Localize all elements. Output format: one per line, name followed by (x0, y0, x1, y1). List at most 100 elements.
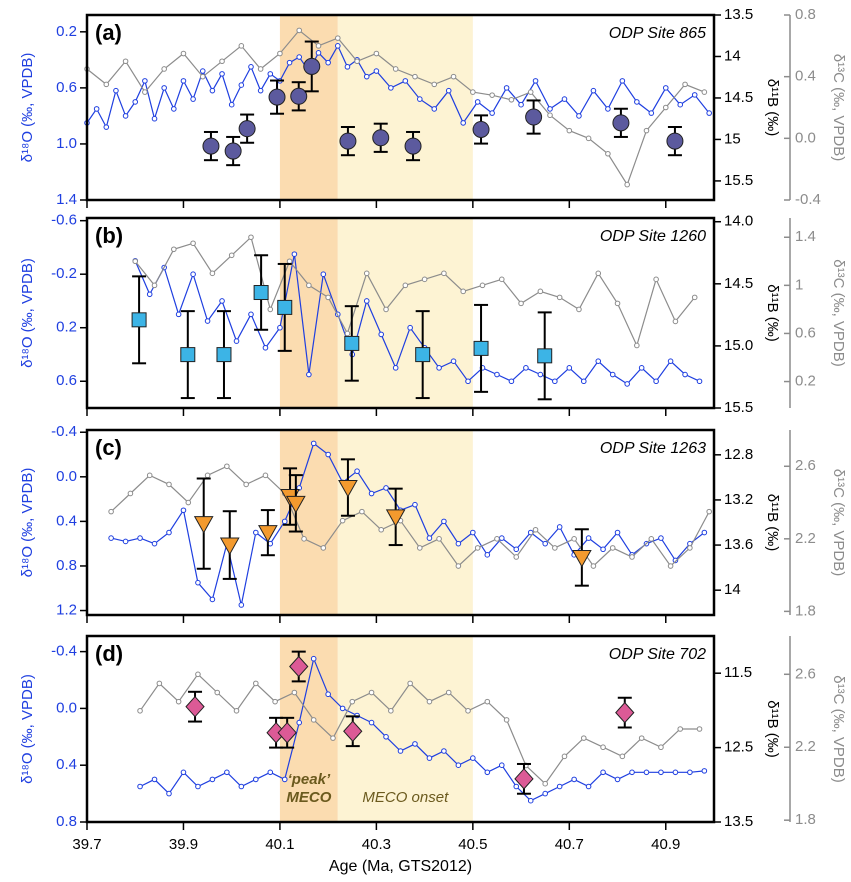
data-point (455, 762, 462, 769)
data-point (585, 535, 592, 541)
data-point (248, 234, 254, 241)
data-point (701, 89, 708, 95)
data-point (209, 270, 216, 277)
data-point (614, 776, 621, 783)
data-point (590, 563, 597, 569)
y3-tick-label: 2.6 (795, 665, 816, 682)
x-axis-label: Age (Ma, GTS2012) (329, 858, 472, 875)
data-point (605, 106, 611, 112)
data-point (571, 536, 577, 542)
data-point (142, 78, 148, 84)
d11b-marker (185, 695, 205, 718)
panel: -0.6 -0.2 0.2 0.6 δ¹⁸O (‰, VPDB) 14.0 14.5 15.0… (19, 212, 847, 416)
data-point (532, 78, 539, 84)
data-point (368, 490, 375, 497)
data-point (142, 89, 148, 95)
data-point (576, 113, 582, 119)
data-point (470, 755, 476, 761)
data-point (426, 535, 433, 541)
y3-tick-label: 1 (795, 276, 803, 293)
data-point (556, 783, 563, 790)
data-point (151, 282, 158, 289)
annotation: MECO (286, 789, 331, 806)
d11b-marker (338, 480, 358, 498)
data-point (335, 35, 341, 41)
data-point (455, 540, 462, 547)
data-point (122, 538, 129, 545)
y3-tick-label: 1.8 (795, 811, 816, 828)
y2-axis-label: δ¹¹B (‰) (764, 494, 781, 552)
data-point (619, 78, 626, 84)
d11b-marker (472, 120, 490, 138)
panel: -0.4 0.0 0.4 0.8 1.2 δ¹⁸O (‰, VPDB) 12.8 13.2 13… (19, 423, 847, 623)
data-point (238, 602, 245, 608)
y3-axis-label: δ¹³C (‰, VPDB) (830, 54, 847, 162)
data-point (677, 101, 684, 108)
d18o-line (86, 44, 710, 129)
data-point (344, 64, 351, 70)
y3-tick-label: 0.6 (795, 324, 816, 341)
data-point (257, 66, 264, 72)
y2-tick-label: 13.6 (724, 536, 753, 553)
data-point (402, 282, 409, 289)
y2-axis-label: δ¹¹B (‰) (764, 79, 781, 137)
data-point (349, 698, 356, 705)
data-point (166, 529, 172, 536)
panel-frame (85, 216, 716, 410)
y2-tick-label: 14.5 (724, 89, 753, 106)
data-point (561, 753, 568, 760)
y-tick-label: 0.8 (56, 813, 77, 830)
data-point (494, 371, 500, 378)
data-point (653, 276, 659, 283)
data-point (687, 545, 693, 551)
data-point (465, 378, 471, 385)
y2-tick-label: 12.8 (724, 446, 753, 463)
d11b-marker (216, 347, 232, 363)
data-point (706, 110, 712, 116)
data-point (547, 112, 553, 119)
data-point (325, 451, 331, 458)
data-point (648, 110, 655, 116)
data-point (233, 707, 240, 714)
data-point (513, 783, 520, 790)
y3-tick-label: 0.4 (795, 68, 816, 85)
data-point (648, 536, 655, 542)
data-point (691, 294, 698, 301)
data-point (291, 251, 298, 257)
data-point (634, 342, 640, 349)
d11b-marker (404, 137, 422, 155)
d11b-marker (514, 768, 534, 790)
x-tick-label: 40.1 (265, 836, 294, 853)
data-point (600, 769, 606, 776)
data-point (151, 115, 158, 122)
data-point (412, 73, 418, 80)
data-point (228, 252, 235, 259)
data-point (595, 358, 602, 364)
data-point (450, 358, 457, 364)
data-point (474, 99, 481, 105)
data-point (180, 507, 187, 514)
data-point (542, 780, 548, 787)
data-point (445, 689, 452, 696)
data-point (277, 324, 283, 331)
data-point (180, 78, 187, 84)
site-title: ODP Site 1260 (600, 228, 706, 245)
data-point (262, 344, 269, 351)
data-point (378, 526, 385, 533)
data-point (590, 87, 597, 94)
y-tick-label: 0.0 (56, 699, 77, 716)
data-point (407, 324, 413, 331)
data-point (552, 545, 558, 551)
data-point (190, 96, 196, 102)
y2-tick-label: 15 (724, 130, 741, 147)
data-point (238, 82, 245, 88)
data-point (672, 557, 679, 564)
d11b-marker (612, 114, 630, 132)
data-point (195, 579, 201, 586)
data-point (672, 769, 679, 776)
data-point (253, 680, 259, 687)
y2-tick-label: 14 (724, 47, 741, 64)
d11b-marker (344, 335, 360, 351)
d18o-line (139, 656, 705, 802)
data-point (296, 54, 303, 60)
